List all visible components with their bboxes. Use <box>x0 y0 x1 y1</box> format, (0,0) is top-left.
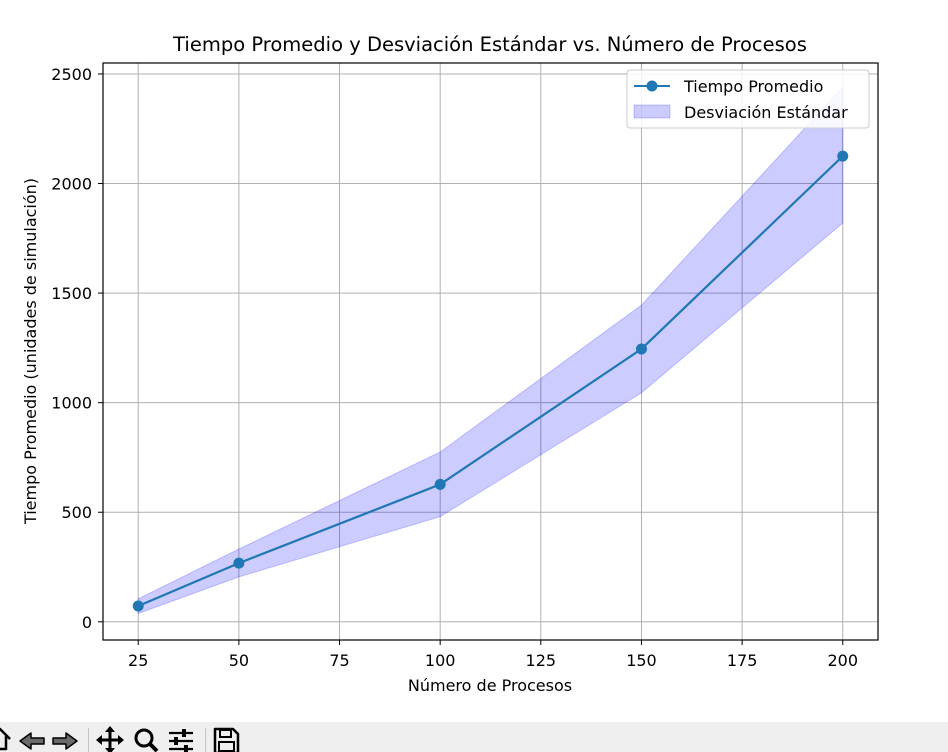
save-icon[interactable] <box>212 725 240 752</box>
y-tick-label: 0 <box>82 613 92 632</box>
toolbar <box>0 722 948 752</box>
chart-title: Tiempo Promedio y Desviación Estándar vs… <box>172 33 807 56</box>
series-layer <box>132 150 849 612</box>
data-point <box>635 343 647 355</box>
y-axis-ticks: 0 500 1000 1500 2000 2500 <box>51 65 103 632</box>
y-tick-label: 1000 <box>51 394 92 413</box>
x-axis-ticks: 25 50 75 100 125 150 175 200 <box>128 640 858 670</box>
chart: Tiempo Promedio y Desviación Estándar vs… <box>21 33 879 695</box>
std-band-layer <box>137 85 844 615</box>
data-point <box>434 478 446 490</box>
x-tick-label: 175 <box>727 651 758 670</box>
legend-label-std: Desviación Estándar <box>684 103 848 122</box>
x-tick-label: 100 <box>425 651 456 670</box>
legend-band-swatch <box>633 104 671 119</box>
y-tick-label: 500 <box>61 503 92 522</box>
data-point <box>132 600 144 612</box>
data-point <box>233 557 245 569</box>
legend-label-mean: Tiempo Promedio <box>683 77 823 96</box>
toolbar-separator <box>88 728 89 752</box>
x-tick-label: 50 <box>229 651 249 670</box>
x-axis-label: Número de Procesos <box>408 676 572 695</box>
home-icon[interactable] <box>0 725 12 752</box>
data-point <box>837 150 849 162</box>
zoom-icon[interactable] <box>131 725 159 752</box>
x-tick-label: 25 <box>128 651 148 670</box>
back-icon[interactable] <box>18 725 46 752</box>
y-tick-label: 2500 <box>51 65 92 84</box>
configure-icon[interactable] <box>167 725 195 752</box>
forward-icon[interactable] <box>51 725 79 752</box>
legend-box <box>626 69 870 129</box>
x-tick-label: 200 <box>827 651 858 670</box>
std-band <box>137 85 844 615</box>
y-axis-label: Tiempo Promedio (unidades de simulación) <box>21 178 40 525</box>
pan-icon[interactable] <box>95 725 125 752</box>
x-tick-label: 125 <box>526 651 557 670</box>
plot-frame <box>102 62 879 641</box>
y-tick-label: 1500 <box>51 284 92 303</box>
y-tick-label: 2000 <box>51 175 92 194</box>
toolbar-separator <box>205 728 206 752</box>
legend-dot-marker <box>646 80 658 92</box>
x-tick-label: 75 <box>329 651 349 670</box>
legend: Tiempo Promedio Desviación Estándar <box>626 69 870 129</box>
x-tick-label: 150 <box>626 651 657 670</box>
